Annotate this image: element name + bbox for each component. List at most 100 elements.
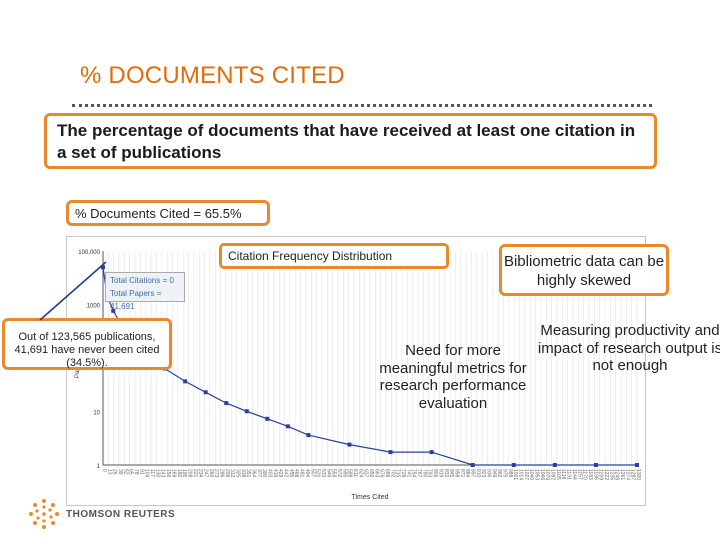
- data-point: [183, 379, 188, 384]
- x-tick-label: 1040: [528, 469, 534, 480]
- x-tick-label: 689: [384, 469, 390, 478]
- x-tick-label: 195: [181, 469, 187, 478]
- x-tick-label: 702: [389, 469, 395, 478]
- x-tick-label: 949: [491, 469, 497, 478]
- x-tick-label: 13: [106, 469, 112, 475]
- x-tick-label: 1170: [582, 469, 588, 480]
- x-tick-label: 923: [480, 469, 486, 478]
- x-axis-label: Times Cited: [351, 494, 388, 501]
- x-tick-label: 1027: [523, 469, 529, 480]
- total-citations-label: Total Citations = 0: [110, 276, 174, 285]
- x-tick-label: 767: [416, 469, 422, 478]
- data-point: [111, 308, 116, 313]
- x-tick-label: 676: [379, 469, 385, 478]
- x-tick-label: 182: [176, 469, 182, 478]
- x-tick-label: 650: [368, 469, 374, 478]
- x-tick-label: 598: [347, 469, 353, 478]
- data-point: [224, 401, 229, 406]
- x-tick-label: 130: [154, 469, 160, 478]
- x-tick-label: 1001: [512, 469, 518, 480]
- x-tick-label: 1183: [587, 469, 593, 480]
- x-tick-label: 390: [261, 469, 267, 478]
- y-tick-label: 10: [93, 411, 100, 417]
- x-tick-label: 442: [283, 469, 289, 478]
- x-tick-label: 975: [502, 469, 508, 478]
- x-tick-label: 1235: [608, 469, 614, 480]
- x-tick-label: 273: [213, 469, 219, 478]
- x-tick-label: 663: [373, 469, 379, 478]
- slide-title: % DOCUMENTS CITED: [80, 62, 345, 89]
- x-tick-label: 247: [202, 469, 208, 478]
- x-tick-label: 1274: [624, 469, 630, 480]
- title-divider: [72, 104, 652, 107]
- x-tick-label: 715: [395, 469, 401, 478]
- x-tick-label: 39: [117, 469, 123, 475]
- data-point: [347, 442, 352, 447]
- x-tick-label: 52: [122, 469, 128, 475]
- x-tick-label: 1209: [598, 469, 604, 480]
- x-tick-label: 260: [208, 469, 214, 478]
- x-tick-label: 780: [421, 469, 427, 478]
- x-tick-label: 221: [192, 469, 198, 478]
- x-tick-label: 468: [293, 469, 299, 478]
- y-tick-label: 1000: [87, 304, 101, 310]
- definition-box: The percentage of documents that have re…: [44, 113, 657, 169]
- x-tick-label: 78: [133, 469, 139, 475]
- x-tick-label: 1300: [635, 469, 641, 480]
- x-tick-label: 1261: [619, 469, 625, 480]
- x-tick-label: 624: [357, 469, 363, 478]
- x-tick-label: 1118: [560, 469, 566, 480]
- footer-logo: THOMSON REUTERS: [28, 494, 175, 534]
- x-tick-label: 507: [309, 469, 315, 478]
- x-tick-label: 832: [443, 469, 449, 478]
- x-tick-label: 143: [160, 469, 166, 478]
- x-tick-label: 364: [251, 469, 257, 478]
- chart-stats-legend: Total Citations = 0 Total Papers = 41,69…: [105, 272, 185, 311]
- x-tick-label: 533: [320, 469, 326, 478]
- x-tick-label: 585: [341, 469, 347, 478]
- x-tick-label: 741: [405, 469, 411, 478]
- data-point: [306, 433, 311, 438]
- x-tick-label: 494: [304, 469, 310, 478]
- x-tick-label: 234: [197, 469, 203, 478]
- x-tick-label: 104: [144, 469, 150, 478]
- data-point: [593, 463, 598, 467]
- x-tick-label: 377: [256, 469, 262, 478]
- x-tick-label: 1066: [539, 469, 545, 480]
- x-tick-label: 1196: [592, 469, 598, 480]
- metric-box: % Documents Cited = 65.5%: [66, 200, 270, 226]
- x-tick-label: 169: [170, 469, 176, 478]
- x-tick-label: 936: [485, 469, 491, 478]
- x-tick-label: 26: [112, 469, 118, 475]
- x-tick-label: 793: [427, 469, 433, 478]
- data-point: [265, 416, 270, 421]
- x-tick-label: 1222: [603, 469, 609, 480]
- measuring-text: Measuring productivity and impact of res…: [537, 322, 720, 374]
- x-tick-label: 286: [218, 469, 224, 478]
- x-tick-label: 312: [229, 469, 235, 478]
- x-tick-label: 559: [331, 469, 337, 478]
- never-cited-callout: Out of 123,565 publications, 41,691 have…: [2, 318, 172, 370]
- x-tick-label: 65: [128, 469, 134, 475]
- data-point: [285, 424, 290, 429]
- x-tick-label: 845: [448, 469, 454, 478]
- x-tick-label: 819: [437, 469, 443, 478]
- x-tick-label: 455: [288, 469, 294, 478]
- x-tick-label: 910: [475, 469, 481, 478]
- x-tick-label: 1144: [571, 469, 577, 480]
- x-tick-label: 156: [165, 469, 171, 478]
- brand-dots-icon: [29, 499, 59, 529]
- x-tick-label: 0: [101, 469, 107, 472]
- x-tick-label: 1248: [614, 469, 620, 480]
- x-tick-label: 520: [315, 469, 321, 478]
- data-point: [635, 463, 639, 467]
- x-tick-label: 728: [400, 469, 406, 478]
- data-point: [203, 390, 208, 395]
- data-point: [470, 463, 475, 467]
- x-tick-label: 117: [149, 469, 155, 477]
- x-tick-label: 858: [453, 469, 459, 478]
- x-tick-label: 884: [464, 469, 470, 478]
- need-metrics-text: Need for more meaningful metrics for res…: [379, 342, 527, 412]
- data-point: [101, 265, 105, 270]
- x-tick-label: 897: [469, 469, 475, 478]
